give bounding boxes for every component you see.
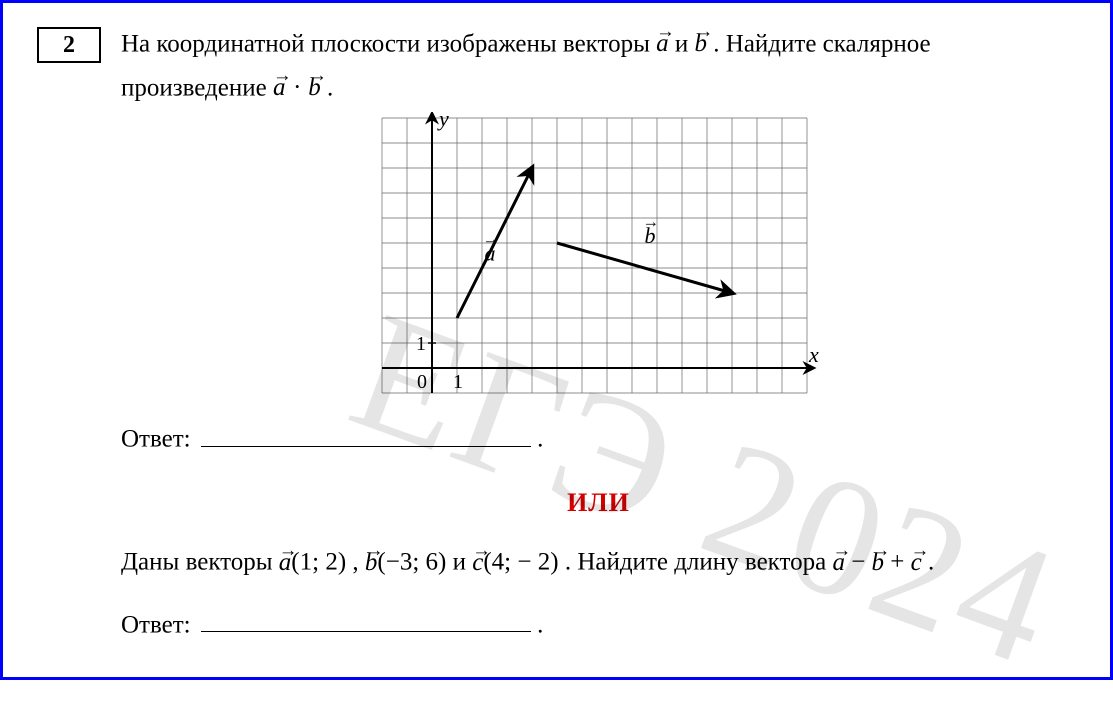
dot-op: · [292, 74, 302, 101]
vector-b-symbol: →b [365, 543, 378, 581]
vector-a-symbol: →a [832, 543, 845, 581]
answer-label: Ответ: [121, 611, 191, 638]
question-number: 2 [63, 32, 75, 59]
text: На координатной плоскости изображены век… [121, 30, 656, 57]
vector-plot: xy110a→b→ [372, 112, 825, 407]
question-number-box: 2 [37, 27, 101, 63]
text: Даны векторы [121, 549, 279, 576]
text: и [453, 549, 473, 576]
problem-2-text: Даны векторы →a(1; 2) , →b(−3; 6) и →c(4… [121, 543, 1076, 581]
svg-text:1: 1 [453, 371, 463, 393]
svg-text:0: 0 [417, 371, 427, 393]
op-plus: + [890, 549, 910, 576]
answer-period: . [537, 426, 543, 453]
vector-a-symbol: →a [656, 25, 669, 63]
coords-b: (−3; 6) [377, 549, 446, 576]
svg-text:→: → [483, 230, 500, 249]
text: произведение [121, 74, 273, 101]
page-frame: ЕГЭ 2024 2 На координатной плоскости изо… [0, 0, 1113, 680]
problem-1-body: На координатной плоскости изображены век… [121, 25, 1076, 644]
problem-1-line-1: На координатной плоскости изображены век… [121, 25, 1076, 63]
svg-text:x: x [808, 342, 819, 367]
op-minus: − [851, 549, 871, 576]
answer-period: . [537, 611, 543, 638]
answer-blank[interactable] [201, 605, 531, 633]
text: и [675, 30, 695, 57]
coords-c: (4; − 2) [483, 549, 558, 576]
answer-blank[interactable] [201, 419, 531, 447]
svg-text:y: y [437, 112, 449, 131]
vector-c-symbol: →c [472, 543, 483, 581]
vector-a-symbol: →a [273, 69, 286, 107]
chart-container: xy110a→b→ [121, 112, 1076, 407]
vector-c-symbol: →c [911, 543, 922, 581]
text: , [352, 549, 365, 576]
vector-b-symbol: →b [872, 543, 885, 581]
answer-row-1: Ответ: . [121, 419, 1076, 458]
text: . [928, 549, 934, 576]
problem-1: 2 На координатной плоскости изображены в… [37, 25, 1076, 644]
svg-text:→: → [643, 212, 660, 231]
text: . Найдите длину вектора [565, 549, 833, 576]
answer-row-2: Ответ: . [121, 605, 1076, 644]
or-separator: ИЛИ [121, 484, 1076, 522]
text: . [327, 74, 333, 101]
vector-b-symbol: →b [695, 25, 708, 63]
vector-a-symbol: →a [279, 543, 292, 581]
problem-1-line-2: произведение →a · →b . [121, 69, 1076, 107]
answer-label: Ответ: [121, 426, 191, 453]
text: . Найдите скалярное [713, 30, 930, 57]
vector-b-symbol: →b [308, 69, 321, 107]
coords-a: (1; 2) [291, 549, 346, 576]
svg-text:1: 1 [416, 333, 426, 355]
